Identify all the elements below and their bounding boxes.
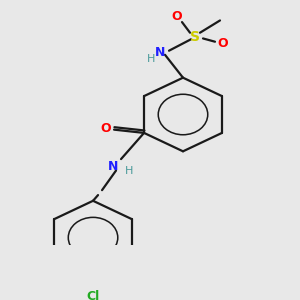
Text: S: S [190, 30, 200, 44]
Text: Cl: Cl [86, 290, 100, 300]
Text: H: H [125, 166, 133, 176]
Text: O: O [101, 122, 111, 135]
Text: H: H [147, 54, 155, 64]
Text: N: N [108, 160, 118, 173]
Text: O: O [172, 10, 182, 23]
Text: N: N [155, 46, 165, 59]
Text: O: O [218, 37, 228, 50]
